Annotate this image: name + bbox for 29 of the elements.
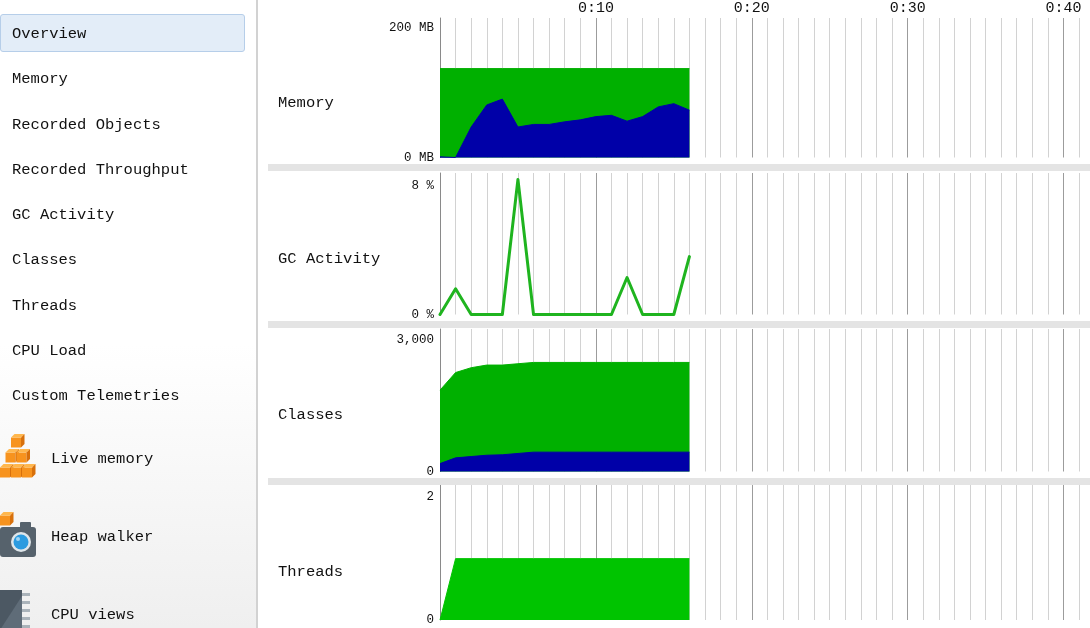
text: Threads: [278, 563, 344, 581]
text: GC Activity: [278, 250, 381, 268]
y-tick-label: 0 MB: [403, 150, 435, 165]
line-series: [438, 177, 691, 316]
text: Live memory: [51, 449, 154, 469]
text: Memory: [12, 69, 68, 90]
x-tick-label: 0:10: [577, 0, 614, 17]
text: Classes: [278, 406, 344, 424]
y-tick-label: 3,000: [396, 332, 434, 347]
y-tick-label: 0: [426, 613, 434, 627]
y-tick-label: 8 %: [411, 178, 435, 193]
x-tick-label: 0:20: [733, 0, 770, 17]
text: Recorded Objects: [12, 114, 161, 135]
y-tick-label: 2: [426, 490, 434, 505]
text: Heap walker: [51, 527, 154, 547]
y-tick-label: 0 %: [411, 307, 435, 322]
x-tick-label: 0:40: [1045, 0, 1082, 17]
y-tick-label: 0: [426, 464, 434, 479]
x-tick-label: 0:30: [889, 0, 926, 17]
text: Overview: [12, 24, 87, 44]
text: Threads: [12, 295, 78, 316]
text: CPU Load: [12, 340, 87, 361]
text: CPU views: [51, 605, 135, 625]
text: Recorded Throughput: [12, 159, 189, 180]
text: Custom Telemetries: [12, 386, 180, 406]
text: Memory: [278, 94, 334, 112]
y-tick-label: 200 MB: [388, 20, 435, 35]
text: GC Activity: [12, 205, 115, 225]
text: Classes: [12, 250, 78, 271]
